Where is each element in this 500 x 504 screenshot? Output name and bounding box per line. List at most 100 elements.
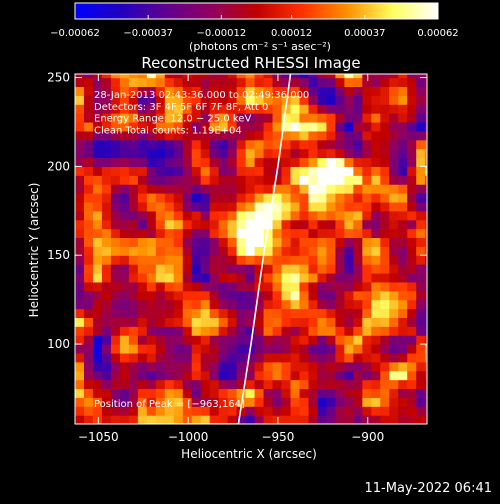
heatmap-cell bbox=[425, 352, 427, 363]
heatmap-cell bbox=[227, 74, 238, 79]
heatmap-cell bbox=[416, 175, 426, 185]
heatmap-cell bbox=[137, 406, 148, 416]
heatmap-cell bbox=[398, 299, 408, 310]
heatmap-cell bbox=[371, 317, 381, 327]
heatmap-cell bbox=[317, 326, 328, 336]
heatmap-cell bbox=[317, 397, 328, 407]
heatmap-cell bbox=[75, 370, 85, 381]
heatmap-cell bbox=[425, 95, 427, 105]
heatmap-cell bbox=[182, 344, 193, 354]
heatmap-cell bbox=[362, 370, 372, 381]
heatmap-cell bbox=[245, 255, 256, 265]
heatmap-cell bbox=[173, 184, 184, 194]
heatmap-cell bbox=[128, 406, 139, 416]
heatmap-cell bbox=[137, 264, 148, 274]
heatmap-cell bbox=[272, 335, 283, 345]
heatmap-cell bbox=[398, 139, 408, 150]
heatmap-cell bbox=[101, 104, 112, 114]
heatmap-cell bbox=[101, 379, 112, 390]
heatmap-cell bbox=[389, 113, 399, 123]
heatmap-cell bbox=[398, 219, 408, 230]
heatmap-cell bbox=[137, 379, 148, 390]
heatmap-cell bbox=[263, 74, 274, 79]
heatmap-cell bbox=[263, 379, 274, 390]
heatmap-cell bbox=[83, 86, 94, 96]
heatmap-cell bbox=[317, 77, 328, 88]
heatmap-cell bbox=[209, 397, 220, 407]
heatmap-cell bbox=[263, 406, 274, 416]
heatmap-cell bbox=[191, 415, 202, 424]
heatmap-cell bbox=[407, 344, 417, 354]
heatmap-cell bbox=[407, 139, 417, 150]
heatmap-cell bbox=[209, 95, 220, 105]
heatmap-cell bbox=[389, 210, 399, 221]
heatmap-cell bbox=[299, 184, 310, 194]
heatmap-cell bbox=[173, 148, 184, 159]
heatmap-cell bbox=[263, 130, 274, 141]
heatmap-cell bbox=[83, 317, 94, 327]
heatmap-cell bbox=[299, 77, 310, 88]
heatmap-cell bbox=[227, 184, 238, 194]
heatmap-cell bbox=[200, 290, 211, 301]
heatmap-cell bbox=[416, 74, 426, 79]
heatmap-cell bbox=[299, 74, 310, 79]
heatmap-cell bbox=[308, 415, 319, 424]
heatmap-cell bbox=[398, 104, 408, 114]
heatmap-cell bbox=[245, 74, 256, 79]
heatmap-cell bbox=[326, 308, 337, 318]
heatmap-cell bbox=[407, 246, 417, 256]
heatmap-cell bbox=[164, 95, 175, 105]
heatmap-cell bbox=[281, 290, 292, 301]
heatmap-cell bbox=[398, 175, 408, 185]
heatmap-cell bbox=[362, 228, 372, 239]
heatmap-cell bbox=[191, 379, 202, 390]
heatmap-cell bbox=[119, 370, 130, 381]
heatmap-cell bbox=[326, 299, 337, 310]
heatmap-cell bbox=[227, 255, 238, 265]
heatmap-cell bbox=[263, 264, 274, 274]
heatmap-cell bbox=[119, 290, 130, 301]
heatmap-cell bbox=[200, 139, 211, 150]
heatmap-cell bbox=[335, 166, 345, 176]
heatmap-cell bbox=[398, 210, 408, 221]
heatmap-cell bbox=[317, 255, 328, 265]
heatmap-cell bbox=[182, 95, 193, 105]
heatmap-cell bbox=[164, 130, 175, 141]
heatmap-cell bbox=[263, 157, 274, 167]
heatmap-cell bbox=[362, 299, 372, 310]
heatmap-cell bbox=[137, 130, 148, 141]
heatmap-cell bbox=[227, 121, 238, 132]
heatmap-cell bbox=[272, 406, 283, 416]
heatmap-cell bbox=[299, 326, 310, 336]
heatmap-cell bbox=[137, 201, 148, 212]
heatmap-cell bbox=[92, 255, 103, 265]
heatmap-cell bbox=[92, 219, 103, 230]
heatmap-cell bbox=[209, 255, 220, 265]
heatmap-cell bbox=[353, 361, 363, 372]
heatmap-cell bbox=[209, 166, 220, 176]
heatmap-cell bbox=[344, 148, 354, 159]
heatmap-cell bbox=[272, 237, 283, 247]
heatmap-cell bbox=[290, 175, 301, 185]
heatmap-cell bbox=[209, 335, 220, 345]
heatmap-cell bbox=[416, 113, 426, 123]
heatmap-cell bbox=[200, 388, 211, 398]
heatmap-cell bbox=[83, 415, 94, 424]
heatmap-cell bbox=[254, 326, 265, 336]
heatmap-cell bbox=[380, 104, 390, 114]
heatmap-cell bbox=[299, 335, 310, 345]
heatmap-cell bbox=[281, 415, 292, 424]
heatmap-cell bbox=[281, 175, 292, 185]
heatmap-cell bbox=[371, 406, 381, 416]
heatmap-cell bbox=[227, 406, 238, 416]
colorbar-tick-label: −0.00062 bbox=[50, 28, 100, 39]
heatmap-cell bbox=[290, 415, 301, 424]
heatmap-cell bbox=[290, 379, 301, 390]
heatmap-cell bbox=[119, 166, 130, 176]
heatmap-cell bbox=[155, 264, 166, 274]
heatmap-cell bbox=[380, 157, 390, 167]
heatmap-cell bbox=[290, 210, 301, 221]
heatmap-cell bbox=[92, 113, 103, 123]
heatmap-cell bbox=[164, 77, 175, 88]
heatmap-cell bbox=[317, 193, 328, 203]
